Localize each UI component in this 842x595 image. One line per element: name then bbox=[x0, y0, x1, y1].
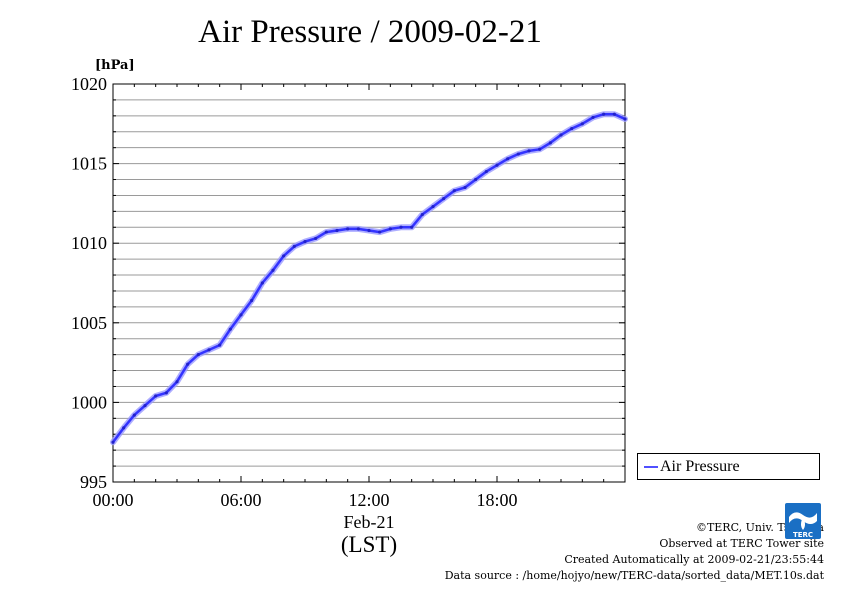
y-tick-label: 1020 bbox=[71, 74, 107, 94]
y-tick-label: 995 bbox=[80, 472, 107, 492]
data-point bbox=[292, 244, 296, 248]
x-tick-label: 18:00 bbox=[476, 490, 517, 510]
data-point bbox=[463, 185, 467, 190]
data-point bbox=[602, 112, 606, 116]
data-point bbox=[303, 240, 307, 244]
data-point bbox=[132, 413, 136, 417]
data-point bbox=[207, 348, 211, 352]
data-point bbox=[282, 254, 286, 258]
data-point bbox=[218, 343, 222, 347]
data-point bbox=[442, 197, 446, 201]
data-point bbox=[516, 152, 520, 156]
x-date-label: Feb-21 bbox=[344, 512, 395, 532]
chart-title: Air Pressure / 2009-02-21 bbox=[198, 14, 542, 50]
y-tick-label: 1010 bbox=[71, 233, 107, 253]
data-point bbox=[143, 403, 147, 408]
data-point bbox=[580, 122, 584, 126]
credit-created: Created Automatically at 2009-02-21/23:5… bbox=[564, 553, 824, 566]
credits: ©TERC, Univ. Tsukuba Observed at TERC To… bbox=[445, 520, 824, 584]
data-point bbox=[271, 268, 275, 272]
data-point bbox=[367, 228, 371, 233]
data-point bbox=[186, 362, 190, 366]
terc-logo: TERC bbox=[785, 503, 821, 539]
legend-swatch bbox=[644, 466, 658, 468]
credit-source: Data source : /home/hojyo/new/TERC-data/… bbox=[444, 569, 824, 582]
data-point bbox=[559, 133, 563, 137]
data-point bbox=[570, 126, 574, 131]
data-point bbox=[196, 353, 200, 357]
x-tick-label: 12:00 bbox=[348, 490, 389, 510]
data-point bbox=[335, 228, 339, 233]
data-point bbox=[506, 157, 510, 161]
data-point bbox=[314, 236, 318, 241]
x-axis-label: (LST) bbox=[341, 532, 397, 557]
x-tick-label: 00:00 bbox=[92, 490, 133, 510]
data-point bbox=[175, 380, 179, 384]
y-tick-label: 1005 bbox=[71, 313, 107, 333]
terc-logo-text: TERC bbox=[793, 531, 813, 539]
data-point bbox=[346, 227, 350, 231]
data-point bbox=[388, 227, 392, 231]
data-point bbox=[356, 227, 360, 231]
data-point bbox=[623, 117, 627, 121]
y-tick-label: 1000 bbox=[71, 392, 107, 412]
data-point bbox=[250, 298, 254, 303]
data-point bbox=[452, 189, 456, 193]
data-point bbox=[484, 169, 488, 174]
data-point bbox=[399, 225, 403, 229]
data-point bbox=[378, 230, 382, 234]
data-point bbox=[164, 391, 168, 395]
data-point bbox=[239, 313, 243, 317]
data-point bbox=[474, 177, 478, 182]
data-point bbox=[591, 115, 595, 120]
data-point bbox=[154, 394, 158, 398]
data-point bbox=[228, 327, 232, 331]
data-point bbox=[410, 225, 414, 229]
legend: Air Pressure bbox=[637, 453, 820, 480]
data-point bbox=[538, 147, 542, 151]
data-point bbox=[612, 112, 616, 116]
data-point bbox=[495, 163, 499, 167]
data-point bbox=[548, 141, 552, 145]
credit-site: Observed at TERC Tower site bbox=[659, 537, 824, 550]
data-point bbox=[260, 281, 264, 285]
credit-copyright: ©TERC, Univ. Tsukuba bbox=[695, 521, 824, 534]
data-point bbox=[420, 212, 424, 217]
data-point bbox=[527, 149, 531, 153]
y-tick-label: 1015 bbox=[71, 154, 107, 174]
data-point bbox=[431, 204, 435, 209]
data-point bbox=[111, 440, 115, 444]
data-point bbox=[324, 230, 328, 234]
x-tick-label: 06:00 bbox=[220, 490, 261, 510]
y-axis-label: [hPa] bbox=[95, 58, 135, 73]
data-point bbox=[122, 426, 126, 430]
legend-label: Air Pressure bbox=[660, 458, 740, 475]
